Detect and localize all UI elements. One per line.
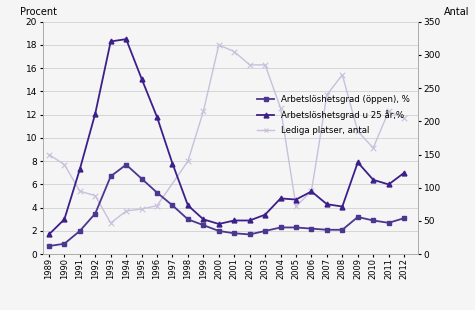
Point — [385, 109, 392, 114]
Point — [45, 152, 53, 157]
Text: Procent: Procent — [20, 7, 57, 17]
Point — [123, 209, 130, 214]
Point — [292, 204, 300, 209]
Point — [76, 188, 84, 193]
Point — [308, 188, 315, 193]
Point — [261, 62, 269, 67]
Point — [323, 92, 331, 97]
Point — [153, 203, 161, 208]
Point — [215, 42, 223, 47]
Point — [400, 116, 408, 121]
Point — [61, 162, 68, 167]
Point — [230, 49, 238, 54]
Legend: Arbetslöshetsgrad (öppen), %, Arbetslöshetsgrad u 25 år,%, Lediga platser, antal: Arbetslöshetsgrad (öppen), %, Arbetslösh… — [254, 91, 414, 138]
Point — [370, 145, 377, 150]
Text: Antal: Antal — [444, 7, 470, 17]
Point — [107, 220, 114, 225]
Point — [92, 193, 99, 198]
Point — [200, 109, 207, 114]
Point — [138, 206, 145, 211]
Point — [354, 129, 361, 134]
Point — [246, 62, 254, 67]
Point — [184, 159, 192, 164]
Point — [277, 106, 285, 111]
Point — [339, 72, 346, 77]
